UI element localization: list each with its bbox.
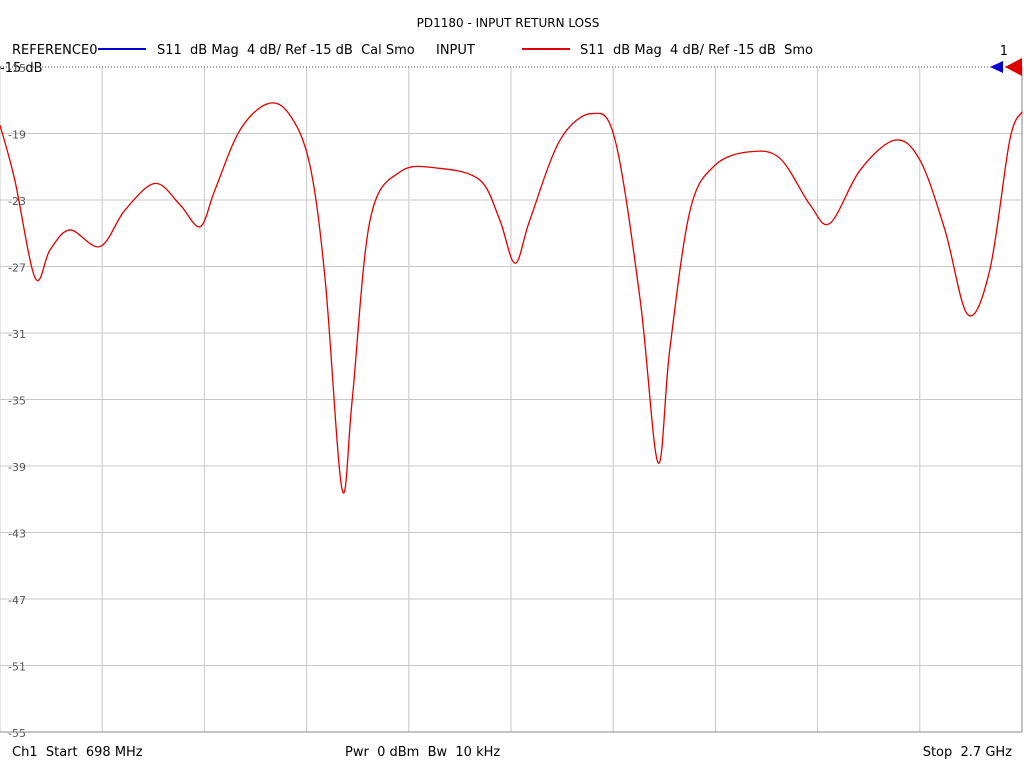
plot-area: -15 -19 -23 -27 -31 -35 -39 -43 -47 -51 -55 [0,62,1023,740]
y-tick-label: -31 [8,328,26,341]
y-tick-label: -43 [8,528,26,541]
ref-arrow-blue [990,61,1003,73]
y-tick-label: -51 [8,661,26,674]
legend-ref-name: REFERENCE0 [12,43,97,58]
legend-input-name: INPUT [436,43,475,58]
y-tick-label: -23 [8,195,26,208]
footer-stop: Stop 2.7 GHz [923,745,1012,760]
y-tick-label: -15 [8,62,26,75]
y-tick-label: -55 [8,727,26,740]
legend-input-desc: S11 dB Mag 4 dB/ Ref -15 dB Smo [580,43,813,58]
y-tick-label: -39 [8,461,26,474]
y-tick-label: -19 [8,129,26,142]
trace [0,102,1023,494]
footer-start: Ch1 Start 698 MHz [12,745,143,760]
chart-title: PD1180 - INPUT RETURN LOSS [417,16,600,30]
legend-ref-desc: S11 dB Mag 4 dB/ Ref -15 dB Cal Smo [157,43,415,58]
y-tick-label: -27 [8,262,26,275]
y-tick-label: -35 [8,395,26,408]
footer-power: Pwr 0 dBm Bw 10 kHz [345,745,500,760]
ref-arrow-red [1005,58,1022,76]
reference-label: -15 dB [0,61,43,76]
marker-label: 1 [1000,44,1008,59]
y-tick-label: -47 [8,594,26,607]
